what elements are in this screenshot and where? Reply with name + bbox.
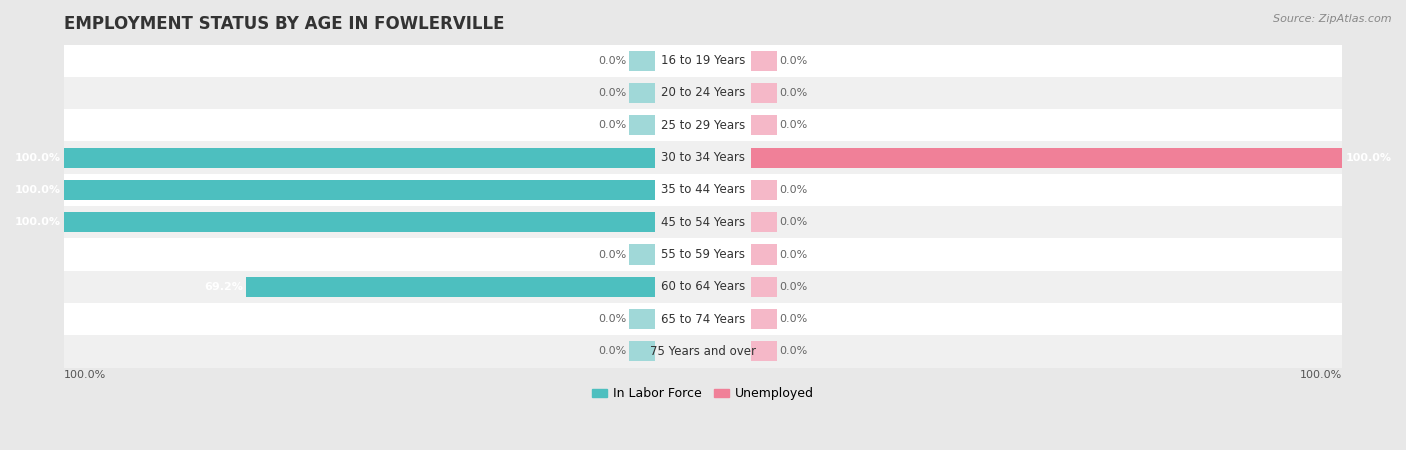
Text: 35 to 44 Years: 35 to 44 Years (661, 184, 745, 196)
Text: 100.0%: 100.0% (14, 153, 60, 162)
Bar (63, 148, 655, 167)
Bar (751, 83, 776, 103)
Text: 65 to 74 Years: 65 to 74 Years (661, 313, 745, 326)
Bar (630, 342, 655, 361)
Bar (751, 180, 776, 200)
Text: 0.0%: 0.0% (780, 249, 808, 260)
Text: 100.0%: 100.0% (1346, 153, 1392, 162)
Bar (630, 83, 655, 103)
Bar (630, 51, 655, 71)
Bar (751, 244, 776, 265)
Text: Source: ZipAtlas.com: Source: ZipAtlas.com (1274, 14, 1392, 23)
Bar (751, 277, 776, 297)
Text: 20 to 24 Years: 20 to 24 Years (661, 86, 745, 99)
Bar (63, 206, 1343, 238)
Bar (63, 109, 1343, 141)
Text: 0.0%: 0.0% (780, 282, 808, 292)
Bar (63, 180, 655, 200)
Bar (630, 244, 655, 265)
Bar (63, 238, 1343, 270)
Text: 100.0%: 100.0% (14, 185, 60, 195)
Bar (63, 303, 1343, 335)
Text: 30 to 34 Years: 30 to 34 Years (661, 151, 745, 164)
Bar (63, 141, 1343, 174)
Bar (63, 335, 1343, 368)
Bar (751, 309, 776, 329)
Legend: In Labor Force, Unemployed: In Labor Force, Unemployed (586, 382, 820, 405)
Text: 75 Years and over: 75 Years and over (650, 345, 756, 358)
Text: 0.0%: 0.0% (780, 88, 808, 98)
Bar (751, 51, 776, 71)
Text: 45 to 54 Years: 45 to 54 Years (661, 216, 745, 229)
Text: 0.0%: 0.0% (598, 249, 626, 260)
Text: 0.0%: 0.0% (780, 185, 808, 195)
Bar (246, 277, 655, 297)
Text: 0.0%: 0.0% (598, 56, 626, 66)
Bar (63, 174, 1343, 206)
Text: 60 to 64 Years: 60 to 64 Years (661, 280, 745, 293)
Text: 0.0%: 0.0% (598, 88, 626, 98)
Bar (63, 212, 655, 232)
Text: EMPLOYMENT STATUS BY AGE IN FOWLERVILLE: EMPLOYMENT STATUS BY AGE IN FOWLERVILLE (63, 15, 505, 33)
Bar (751, 342, 776, 361)
Text: 0.0%: 0.0% (780, 314, 808, 324)
Text: 0.0%: 0.0% (780, 120, 808, 130)
Text: 100.0%: 100.0% (63, 370, 105, 380)
Bar (63, 45, 1343, 77)
Text: 100.0%: 100.0% (1301, 370, 1343, 380)
Bar (630, 309, 655, 329)
Text: 0.0%: 0.0% (598, 314, 626, 324)
Bar (630, 115, 655, 135)
Text: 100.0%: 100.0% (14, 217, 60, 227)
Text: 0.0%: 0.0% (598, 346, 626, 356)
Bar (751, 115, 776, 135)
Text: 16 to 19 Years: 16 to 19 Years (661, 54, 745, 67)
Text: 25 to 29 Years: 25 to 29 Years (661, 119, 745, 132)
Text: 55 to 59 Years: 55 to 59 Years (661, 248, 745, 261)
Text: 0.0%: 0.0% (780, 217, 808, 227)
Text: 0.0%: 0.0% (780, 56, 808, 66)
Text: 69.2%: 69.2% (204, 282, 243, 292)
Bar (63, 77, 1343, 109)
Bar (63, 270, 1343, 303)
Bar (751, 212, 776, 232)
Text: 0.0%: 0.0% (780, 346, 808, 356)
Text: 0.0%: 0.0% (598, 120, 626, 130)
Bar (751, 148, 1343, 167)
